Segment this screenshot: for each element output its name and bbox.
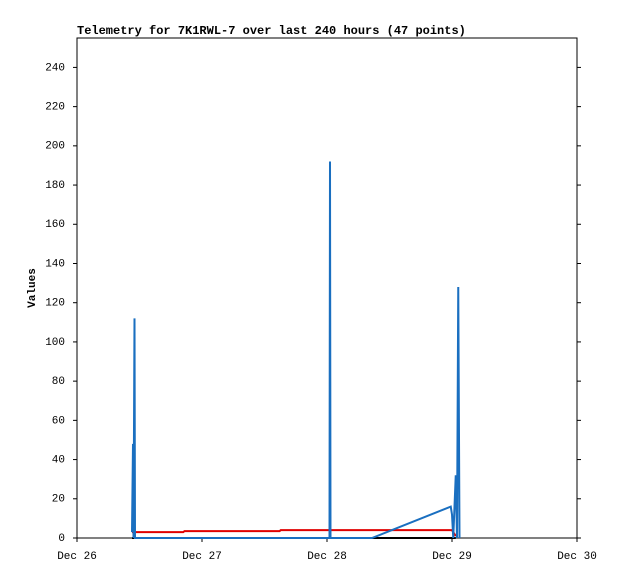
y-axis-label: Values bbox=[27, 268, 39, 308]
y-tick-label: 160 bbox=[45, 219, 65, 231]
chart-title: Telemetry for 7K1RWL-7 over last 240 hou… bbox=[77, 24, 466, 38]
plot-frame bbox=[76, 37, 578, 539]
x-tick-label: Dec 27 bbox=[182, 551, 222, 563]
y-tick-label: 0 bbox=[58, 533, 65, 545]
series-line bbox=[131, 161, 461, 539]
series-line bbox=[132, 529, 457, 537]
y-tick-label: 180 bbox=[45, 180, 65, 192]
y-tick-label: 20 bbox=[52, 494, 65, 506]
y-tick-label: 40 bbox=[52, 454, 65, 466]
y-tick-label: 120 bbox=[45, 298, 65, 310]
x-tick-label: Dec 29 bbox=[432, 551, 472, 563]
y-tick-label: 200 bbox=[45, 141, 65, 153]
y-tick-label: 240 bbox=[45, 62, 65, 74]
x-tick-label: Dec 30 bbox=[557, 551, 597, 563]
x-tick-label: Dec 26 bbox=[57, 551, 97, 563]
y-tick-label: 60 bbox=[52, 415, 65, 427]
y-tick-label: 220 bbox=[45, 102, 65, 114]
y-tick-label: 80 bbox=[52, 376, 65, 388]
y-tick-label: 100 bbox=[45, 337, 65, 349]
y-tick-label: 140 bbox=[45, 258, 65, 270]
x-tick-label: Dec 28 bbox=[307, 551, 347, 563]
